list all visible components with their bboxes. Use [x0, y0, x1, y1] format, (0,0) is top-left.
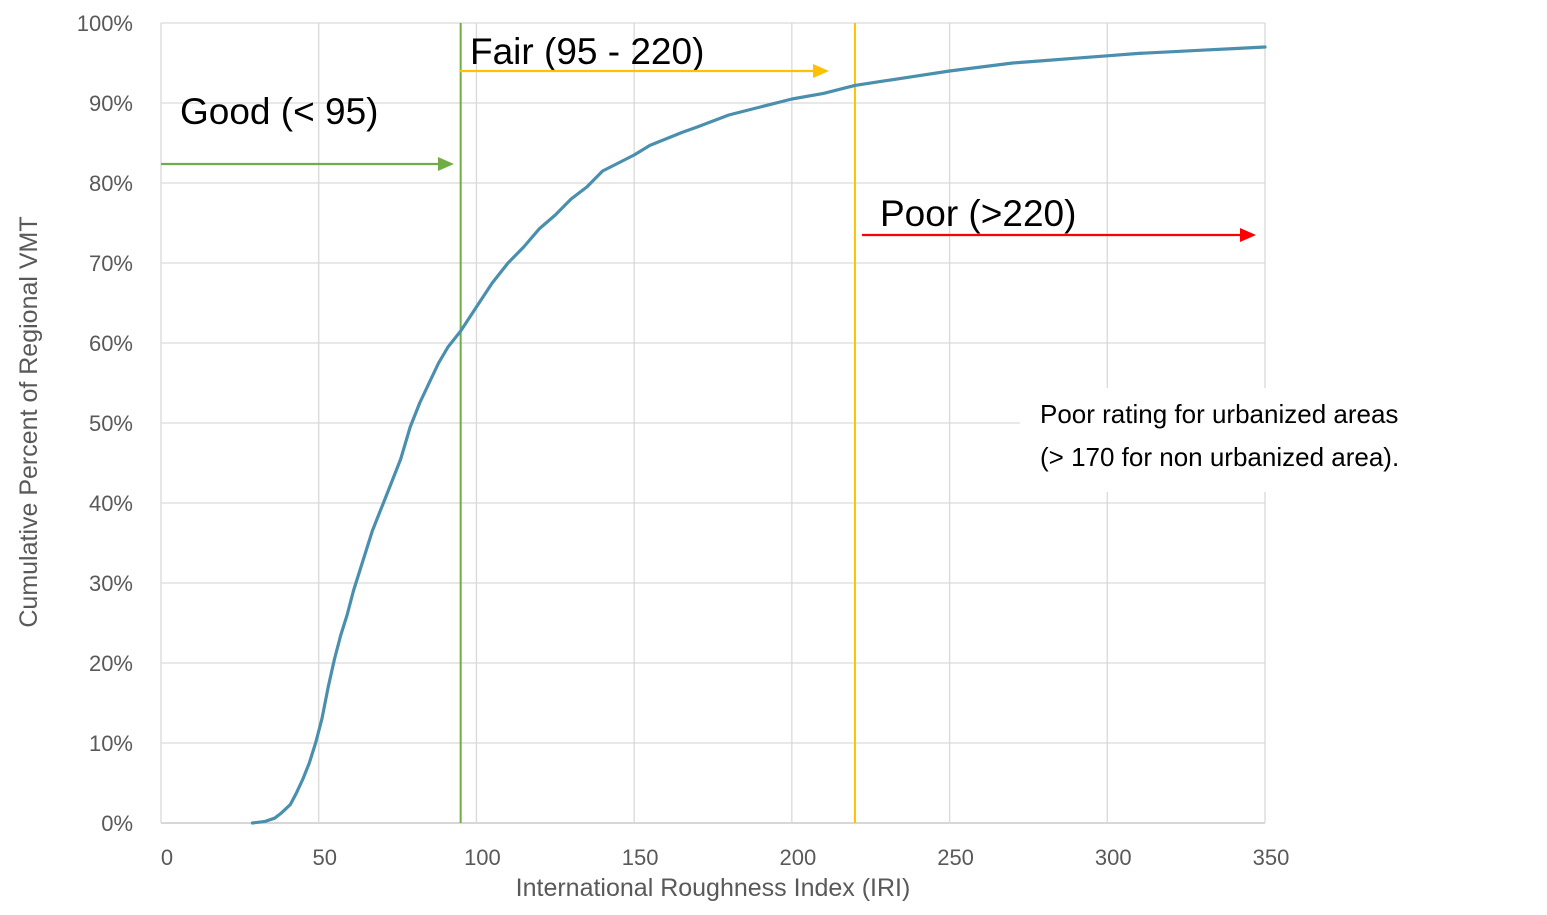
x-tick-label: 50	[312, 845, 336, 870]
tick-labels: 0% 10% 20% 30% 40% 50% 60% 70% 80% 90% 100% 0 50 100 1…	[77, 11, 1290, 870]
fair-arrow	[460, 64, 829, 78]
y-tick-label: 80%	[89, 171, 133, 196]
y-tick-label: 0%	[101, 811, 133, 836]
x-tick-label: 200	[779, 845, 816, 870]
y-tick-label: 30%	[89, 571, 133, 596]
poor-label: Poor (>220)	[880, 193, 1076, 234]
x-tick-label: 350	[1253, 845, 1290, 870]
threshold-lines	[459, 23, 856, 823]
note-background	[1020, 388, 1525, 492]
x-tick-label: 300	[1095, 845, 1132, 870]
series-line	[250, 45, 1267, 825]
y-tick-label: 40%	[89, 491, 133, 516]
fair-label: Fair (95 - 220)	[470, 31, 704, 72]
x-tick-label: 150	[622, 845, 659, 870]
good-arrow	[161, 157, 454, 171]
x-tick-label: 250	[937, 845, 974, 870]
y-tick-label: 90%	[89, 91, 133, 116]
zone-arrows	[161, 64, 1256, 242]
x-axis-title: International Roughness Index (IRI)	[516, 874, 911, 902]
y-tick-label: 50%	[89, 411, 133, 436]
x-tick-label: 100	[464, 845, 501, 870]
poor-arrow	[862, 228, 1256, 242]
note-line-2: (> 170 for non urbanized area).	[1040, 442, 1399, 472]
annotations: Good (< 95) Fair (95 - 220) Poor (>220) …	[180, 31, 1399, 472]
y-axis-title: Cumulative Percent of Regional VMT	[15, 216, 43, 627]
y-tick-label: 60%	[89, 331, 133, 356]
y-tick-label: 100%	[77, 11, 133, 36]
y-tick-label: 70%	[89, 251, 133, 276]
note-line-1: Poor rating for urbanized areas	[1040, 399, 1398, 429]
x-tick-label: 0	[161, 845, 173, 870]
y-tick-label: 10%	[89, 731, 133, 756]
series-group	[250, 45, 1267, 825]
good-label: Good (< 95)	[180, 91, 378, 132]
y-tick-label: 20%	[89, 651, 133, 676]
